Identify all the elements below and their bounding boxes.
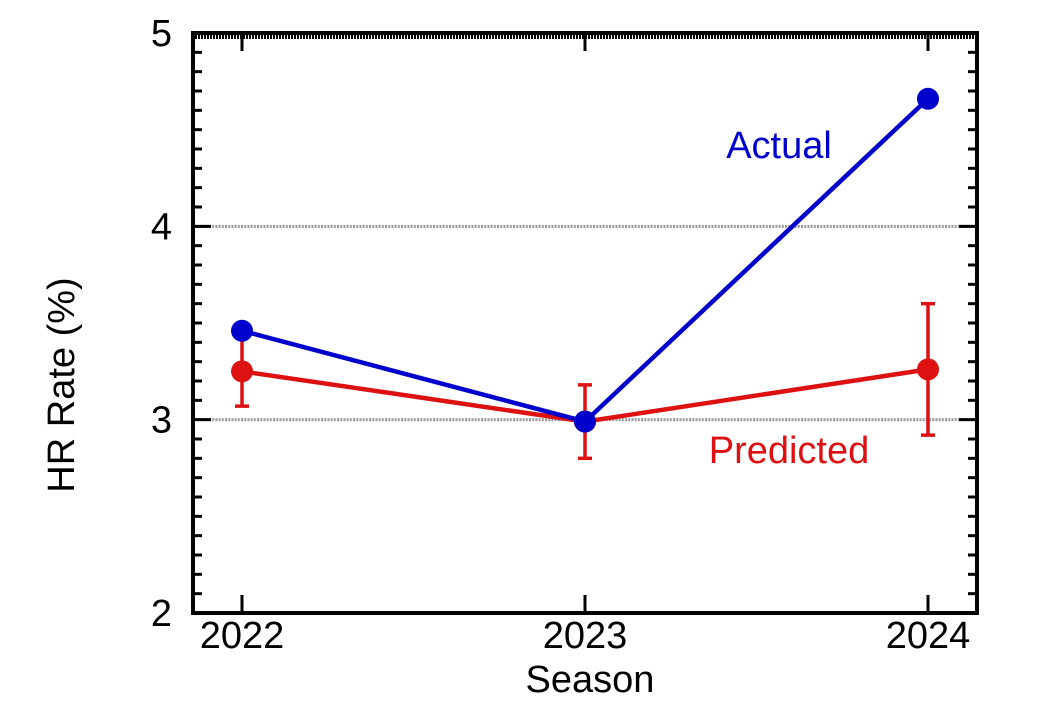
x-tick-label-2024: 2024 (886, 615, 971, 657)
series-label-actual: Actual (726, 125, 832, 167)
point-actual-2024 (917, 87, 939, 110)
series-actual (231, 87, 939, 433)
point-actual-2022 (231, 319, 253, 342)
x-tick-labels: 2022 2023 2024 (200, 615, 971, 657)
plot-border (191, 31, 979, 615)
x-tick-label-2022: 2022 (200, 615, 285, 657)
y-axis-title: HR Rate (%) (41, 277, 83, 492)
y-tick-label-4: 4 (151, 206, 172, 248)
axis-ticks (193, 31, 977, 615)
point-actual-2023 (574, 410, 596, 433)
x-tick-label-2023: 2023 (543, 615, 628, 657)
x-axis-title: Season (526, 659, 655, 701)
series-layer (231, 87, 939, 461)
y-tick-label-5: 5 (151, 13, 172, 55)
point-predicted-2022 (231, 360, 253, 383)
series-label-predicted: Predicted (709, 430, 870, 472)
y-tick-label-3: 3 (151, 400, 172, 442)
point-predicted-2024 (917, 358, 939, 381)
y-tick-labels: 2 3 4 5 (151, 13, 172, 635)
plot-frame (191, 31, 979, 615)
y-tick-label-2: 2 (151, 593, 172, 635)
